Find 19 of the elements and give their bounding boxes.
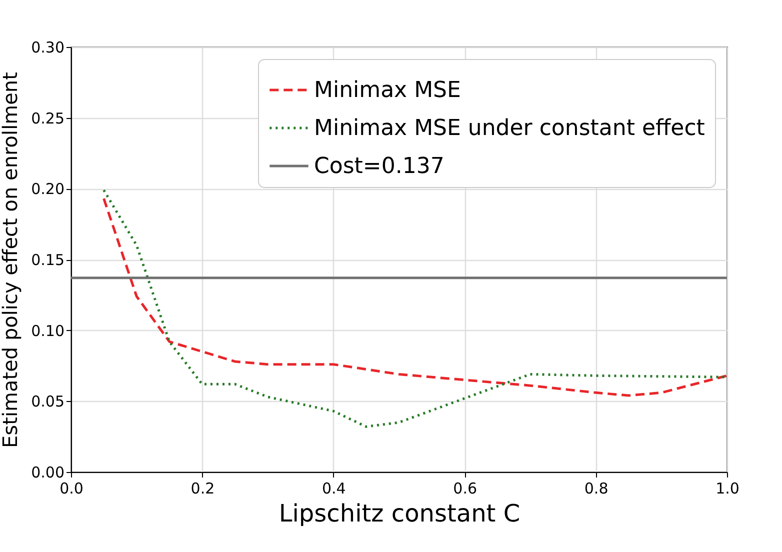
line-series <box>102 197 727 397</box>
y-tick-label: 0.00 <box>31 464 64 482</box>
legend-label: Minimax MSE under constant effect <box>314 116 706 141</box>
y-tick-label: 0.10 <box>31 322 64 340</box>
x-tick-label: 0.2 <box>190 480 215 498</box>
y-axis-title: Estimated policy effect on enrollment <box>0 72 22 448</box>
x-tick-label: 0.4 <box>322 480 346 498</box>
x-tick-label: 0.6 <box>453 480 478 498</box>
x-tick-label: 1.0 <box>716 480 740 498</box>
x-tick-label: 0.0 <box>60 480 84 498</box>
y-tick-label: 0.05 <box>31 392 64 411</box>
x-tick-label: 0.8 <box>584 480 608 498</box>
line-series <box>102 188 727 428</box>
y-tick-label: 0.15 <box>31 251 64 269</box>
legend-label: Cost=0.137 <box>314 154 444 179</box>
legend-label: Minimax MSE <box>314 78 461 103</box>
y-tick-label: 0.25 <box>31 109 64 128</box>
y-tick-label: 0.30 <box>31 38 64 56</box>
y-tick-label: 0.20 <box>31 180 64 198</box>
